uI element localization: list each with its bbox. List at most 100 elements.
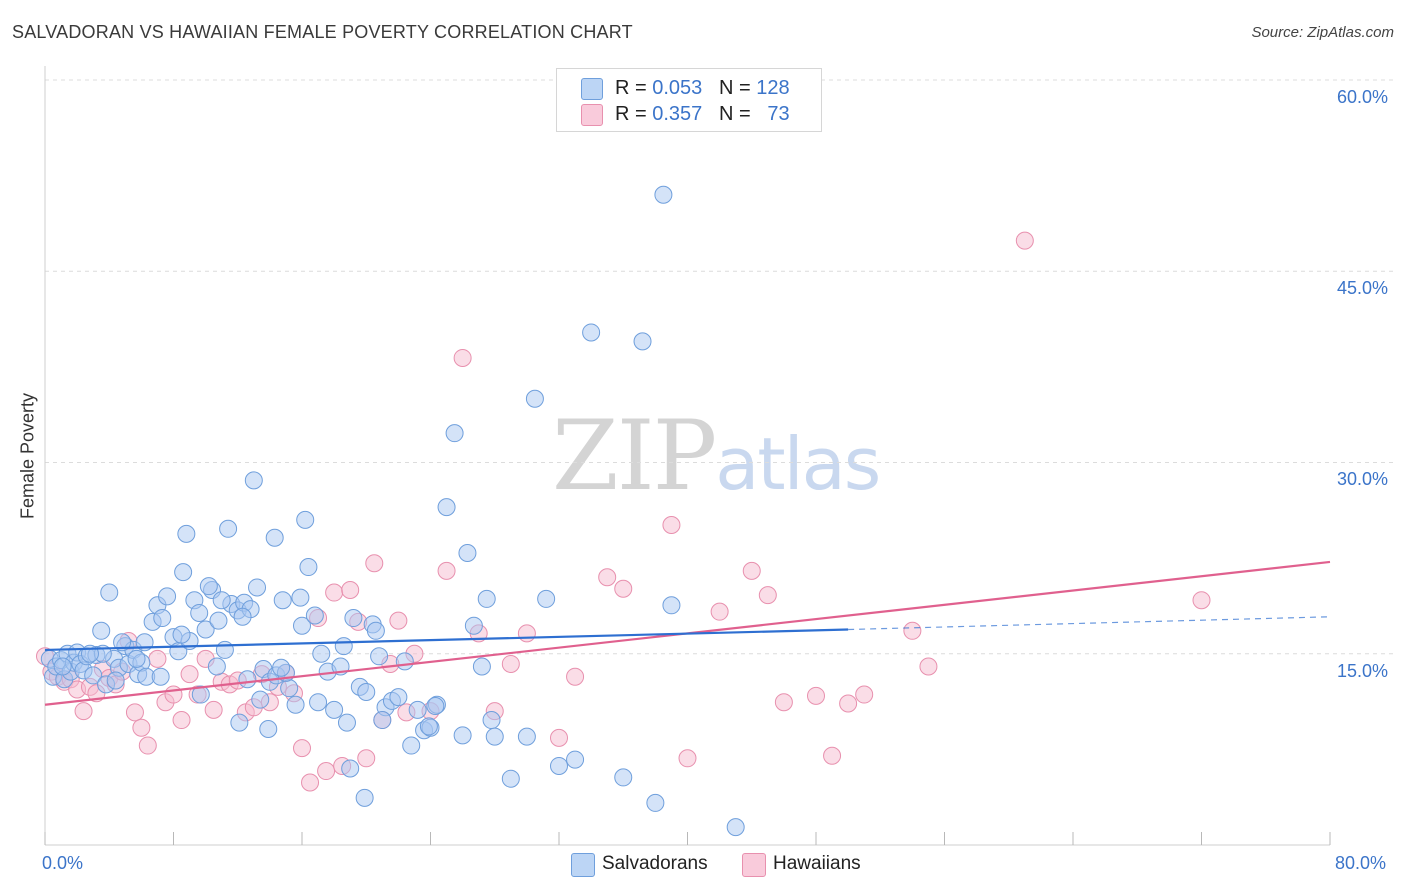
- data-point: [132, 718, 151, 737]
- data-point: [84, 666, 103, 685]
- data-point: [839, 694, 858, 713]
- data-point: [370, 647, 389, 666]
- data-point: [259, 719, 278, 738]
- legend-n-value: 73: [767, 103, 790, 125]
- data-point: [903, 621, 922, 640]
- data-point: [125, 703, 144, 722]
- data-point: [341, 759, 360, 778]
- watermark: ZIPatlas: [552, 400, 881, 512]
- data-point: [357, 749, 376, 768]
- data-point: [726, 818, 745, 837]
- data-point: [426, 697, 445, 716]
- data-point: [280, 679, 299, 698]
- data-point: [919, 657, 938, 676]
- legend-n-label: N =: [718, 103, 751, 125]
- data-point: [646, 793, 665, 812]
- data-point: [662, 515, 681, 534]
- data-point: [219, 519, 238, 538]
- data-point: [138, 736, 157, 755]
- data-point: [209, 611, 228, 630]
- data-point: [265, 528, 284, 547]
- data-point: [614, 768, 633, 787]
- data-point: [230, 713, 249, 732]
- salvadorans-trend-extension: [848, 616, 1331, 631]
- data-point: [453, 726, 472, 745]
- x-tick-label-max: 80.0%: [1335, 853, 1387, 873]
- data-point: [710, 602, 729, 621]
- data-point: [389, 688, 408, 707]
- legend-r-value: 0.357: [652, 103, 703, 125]
- data-point: [172, 625, 191, 644]
- y-tick-label-60: 60.0%: [1337, 87, 1389, 107]
- data-point: [196, 620, 215, 639]
- data-point: [191, 685, 210, 704]
- data-point: [366, 621, 385, 640]
- data-point: [325, 700, 344, 719]
- salvadorans-trend-line: [44, 628, 849, 652]
- watermark-zip: ZIP: [552, 400, 717, 512]
- data-point: [204, 700, 223, 719]
- data-point: [291, 588, 310, 607]
- data-point: [238, 670, 257, 689]
- legend-text-hawaiians: R = 0.357 N = 73: [615, 103, 790, 126]
- y-tick-label-45: 45.0%: [1337, 278, 1389, 298]
- data-point: [106, 671, 125, 690]
- trend-lines: [44, 560, 1331, 706]
- data-point: [207, 657, 226, 676]
- bottom-legend-label: Salvadorans: [602, 853, 708, 874]
- data-point: [153, 609, 172, 628]
- data-point: [437, 561, 456, 580]
- legend-swatch-blue: [581, 78, 603, 100]
- data-point: [151, 667, 170, 686]
- data-point: [550, 728, 568, 747]
- data-point: [293, 739, 311, 758]
- data-point: [248, 578, 267, 597]
- y-axis-label: Female Poverty: [17, 392, 38, 520]
- data-point: [190, 603, 209, 622]
- data-point: [177, 524, 196, 543]
- bottom-swatch-blue: [571, 853, 595, 877]
- data-point: [158, 587, 177, 606]
- data-point: [172, 711, 191, 730]
- data-point: [807, 686, 825, 705]
- data-point: [74, 702, 93, 721]
- data-point: [317, 762, 336, 781]
- data-point: [100, 583, 119, 602]
- data-point: [453, 348, 472, 367]
- data-point: [215, 640, 234, 659]
- data-point: [296, 510, 315, 529]
- data-point: [566, 667, 585, 686]
- data-point: [395, 652, 414, 671]
- data-point: [1192, 591, 1211, 610]
- data-point: [1015, 231, 1034, 250]
- data-point: [774, 693, 793, 712]
- data-point: [654, 185, 673, 204]
- data-point: [309, 693, 328, 712]
- legend-text-salvadorans: R = 0.053 N = 128: [615, 77, 790, 100]
- data-point: [437, 498, 456, 517]
- data-point: [855, 685, 874, 704]
- data-point: [501, 769, 520, 788]
- data-point: [199, 577, 218, 596]
- data-point: [389, 611, 408, 630]
- data-point: [517, 624, 536, 643]
- hawaiians-points: [36, 231, 1211, 792]
- data-point: [272, 658, 291, 677]
- chart-title: SALVADORAN VS HAWAIIAN FEMALE POVERTY CO…: [12, 22, 633, 42]
- data-point: [742, 561, 761, 580]
- data-point: [517, 727, 536, 746]
- legend-swatch-pink: [581, 104, 603, 126]
- data-point: [662, 596, 681, 615]
- data-point: [373, 711, 392, 730]
- data-point: [127, 649, 146, 668]
- data-point: [286, 695, 305, 714]
- data-point: [334, 637, 353, 656]
- data-point: [464, 616, 483, 635]
- bottom-swatch-pink: [742, 853, 766, 877]
- data-point: [212, 591, 231, 610]
- data-point: [305, 606, 324, 625]
- data-point: [312, 644, 331, 663]
- data-point: [477, 589, 496, 608]
- data-point: [402, 736, 421, 755]
